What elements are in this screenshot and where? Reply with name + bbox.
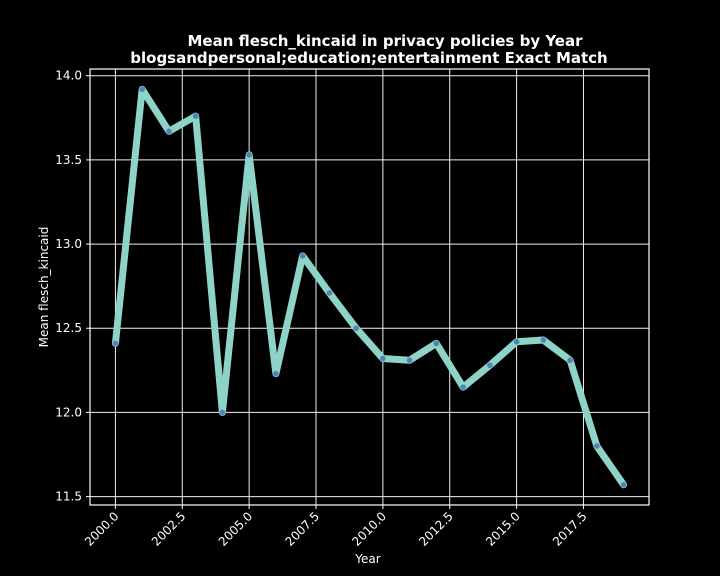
data-point-marker — [567, 357, 573, 364]
data-point-marker — [353, 325, 359, 332]
data-point-marker — [620, 481, 627, 488]
y-tick-label: 13.5 — [55, 153, 82, 167]
data-point-marker — [139, 86, 145, 93]
data-point-marker — [246, 152, 252, 158]
data-point-marker — [299, 253, 306, 259]
grid-lines — [90, 69, 649, 505]
data-point-marker — [219, 409, 226, 416]
data-point-marker — [487, 362, 493, 369]
y-tick-label: 11.5 — [55, 490, 82, 504]
series-line — [111, 85, 628, 489]
data-point-marker — [192, 113, 199, 119]
data-point-marker — [380, 355, 386, 362]
y-tick-label: 12.0 — [55, 405, 82, 419]
chart-subtitle: blogsandpersonal;education;entertainment… — [130, 49, 607, 67]
data-point-marker — [433, 340, 440, 347]
data-point-marker — [406, 357, 413, 364]
y-tick-label: 12.5 — [55, 321, 82, 335]
data-point-marker — [513, 338, 520, 345]
chart-title: Mean flesch_kincaid in privacy policies … — [187, 32, 583, 50]
data-series — [111, 85, 628, 489]
data-point-marker — [540, 337, 547, 343]
plot-frame — [89, 68, 650, 506]
data-point-marker — [460, 384, 466, 390]
y-axis-label: Mean flesch_kincaid — [37, 227, 51, 348]
data-point-marker — [166, 128, 172, 135]
x-axis-label: Year — [354, 552, 380, 566]
data-point-marker — [594, 443, 600, 449]
data-point-marker — [112, 340, 119, 347]
data-point-marker — [273, 370, 279, 377]
y-tick-label: 14.0 — [55, 69, 82, 83]
data-point-marker — [326, 290, 333, 296]
y-tick-label: 13.0 — [55, 237, 82, 251]
